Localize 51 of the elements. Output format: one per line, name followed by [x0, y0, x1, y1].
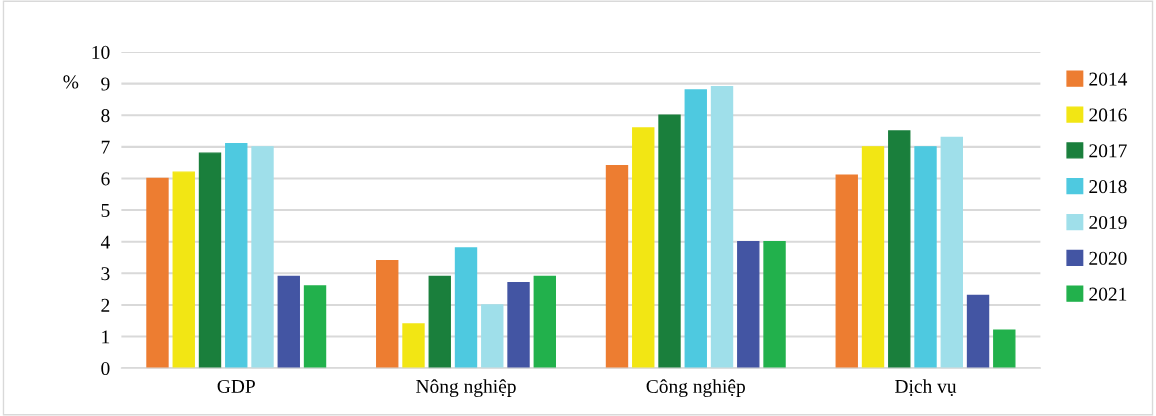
bar — [146, 177, 169, 369]
bar — [303, 285, 327, 369]
legend-label: 2021 — [1089, 287, 1127, 301]
bar — [658, 114, 681, 369]
bar — [763, 241, 786, 369]
legend-label: 2018 — [1089, 180, 1127, 194]
bar — [172, 171, 195, 369]
bar — [605, 165, 629, 369]
bar — [684, 89, 707, 369]
x-tick-label: Nông nghiệp — [416, 379, 516, 397]
bar — [737, 241, 760, 369]
y-tick-label: 1 — [102, 330, 110, 344]
bar — [251, 146, 274, 369]
bar — [481, 304, 504, 369]
bar — [454, 247, 478, 369]
bar — [966, 294, 990, 369]
y-tick-label: 7 — [101, 140, 110, 154]
x-tick-label: Công nghiệp — [646, 379, 745, 397]
bar — [993, 329, 1016, 369]
bar — [376, 259, 399, 369]
bar — [507, 282, 530, 369]
bar — [277, 275, 300, 369]
legend-label: 2020 — [1089, 251, 1127, 265]
legend-label: 2016 — [1089, 108, 1127, 122]
bar — [940, 136, 963, 369]
bar — [835, 174, 858, 369]
bar — [888, 130, 911, 369]
y-tick-label: 8 — [101, 109, 110, 123]
y-tick-label: 2 — [101, 298, 110, 312]
y-tick-label: 4 — [100, 235, 110, 249]
bar — [861, 146, 885, 369]
y-tick-label: 9 — [101, 77, 110, 91]
bar — [225, 142, 248, 369]
y-tick-label: 10 — [92, 45, 110, 59]
legend-label: 2019 — [1089, 215, 1127, 229]
bar — [198, 152, 222, 369]
bar — [428, 275, 451, 369]
y-tick-label: 3 — [101, 267, 110, 281]
y-tick-label: 5 — [101, 204, 110, 218]
bar — [402, 323, 425, 369]
bar — [533, 275, 556, 369]
bar — [632, 127, 655, 369]
bar — [710, 86, 734, 369]
legend-label: 2014 — [1089, 72, 1128, 86]
y-axis-title: % — [63, 75, 79, 89]
x-tick-label: Dịch vụ — [895, 379, 957, 396]
y-tick-label: 0 — [101, 361, 110, 376]
legend-label: 2017 — [1089, 144, 1127, 158]
bar — [914, 146, 937, 369]
x-tick-label: GDP — [217, 379, 255, 393]
y-tick-label: 6 — [101, 172, 110, 186]
